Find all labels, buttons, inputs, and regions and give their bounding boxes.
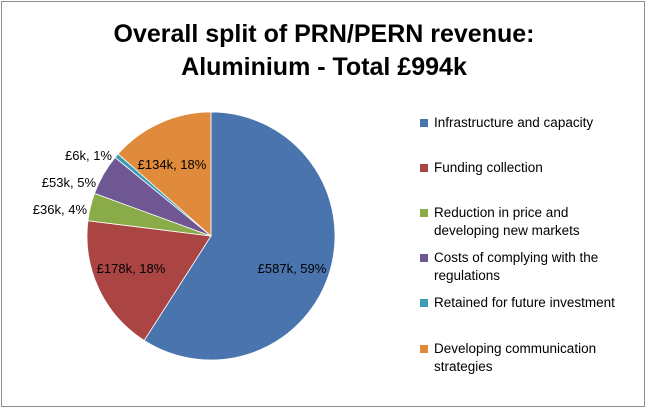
legend-item-0: Infrastructure and capacity [420, 114, 640, 132]
legend-swatch-3 [420, 254, 428, 262]
slice-data-label-3: £53k, 5% [42, 175, 97, 190]
legend-swatch-2 [420, 209, 428, 217]
legend-item-5: Developing communication strategies [420, 340, 640, 376]
legend-label-2-line-0: Reduction in price and [434, 205, 569, 220]
legend-item-4: Retained for future investment [420, 294, 640, 312]
legend-swatch-4 [420, 299, 428, 307]
legend-swatch-5 [420, 345, 428, 353]
legend-swatch-1 [420, 164, 428, 172]
legend-label-1-line-0: Funding collection [434, 160, 543, 175]
legend-label-3: Costs of complying with the regulations [434, 249, 598, 285]
slice-data-label-5: £134k, 18% [138, 157, 207, 172]
legend-label-3-line-1: regulations [434, 268, 501, 283]
slice-data-label-2: £36k, 4% [33, 202, 88, 217]
slice-data-label-4: £6k, 1% [65, 148, 112, 163]
pie-slice-1 [86, 220, 212, 342]
legend-item-2: Reduction in price and developing new mar… [420, 204, 640, 240]
legend-swatch-0 [420, 119, 428, 127]
legend-label-5-line-1: strategies [434, 359, 493, 374]
legend-item-1: Funding collection [420, 159, 640, 177]
slice-data-label-1: £178k, 18% [97, 261, 166, 276]
legend-label-5-line-0: Developing communication [434, 341, 597, 356]
pie-slice-5 [117, 111, 212, 237]
chart-title-line-2: Aluminium - Total £994k [181, 53, 467, 81]
legend-item-3: Costs of complying with the regulations [420, 249, 640, 285]
legend-label-3-line-0: Costs of complying with the [434, 250, 599, 265]
legend-label-1: Funding collection [434, 159, 543, 177]
slice-data-label-0: £587k, 59% [258, 261, 327, 276]
legend-label-2: Reduction in price and developing new mar… [434, 204, 580, 240]
legend-label-5: Developing communication strategies [434, 340, 596, 376]
legend-label-0: Infrastructure and capacity [434, 114, 593, 132]
chart-title: Overall split of PRN/PERN revenue: Alumi… [0, 18, 648, 84]
chart-title-line-1: Overall split of PRN/PERN revenue: [113, 20, 535, 48]
pie-slice-0 [143, 111, 336, 361]
legend-label-0-line-0: Infrastructure and capacity [434, 115, 594, 130]
legend-label-4: Retained for future investment [434, 294, 615, 312]
legend-label-2-line-1: developing new markets [434, 223, 580, 238]
legend-label-4-line-0: Retained for future investment [434, 295, 615, 310]
